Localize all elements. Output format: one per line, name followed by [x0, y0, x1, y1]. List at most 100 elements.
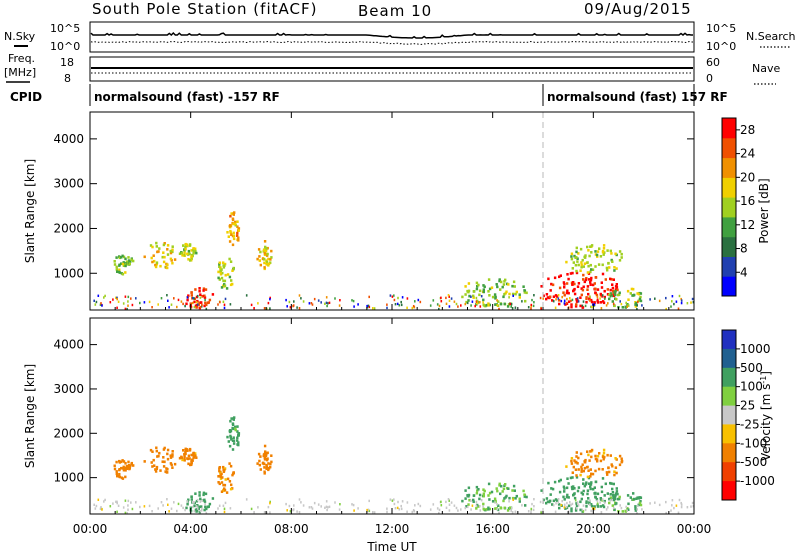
cpid-row: CPID normalsound (fast) -157 RF normalsou…: [10, 84, 728, 106]
echo-cell: [614, 288, 618, 291]
ground-scatter-cell: [222, 504, 225, 507]
ground-scatter-cell: [401, 500, 404, 503]
echo-cell: [222, 261, 225, 264]
echo-cell: [613, 470, 616, 473]
echo-cell: [166, 452, 169, 456]
ground-scatter-cell: [205, 511, 208, 515]
echo-cell: [570, 305, 573, 309]
echo-cell: [591, 268, 595, 271]
echo-cell: [225, 491, 229, 494]
ground-scatter-cell: [445, 296, 447, 300]
ground-scatter-cell: [577, 502, 579, 506]
echo-cell: [187, 258, 190, 261]
echo-cell: [220, 268, 223, 271]
ground-scatter-cell: [438, 511, 440, 515]
echo-cell: [574, 263, 578, 267]
echo-cell: [124, 462, 127, 465]
echo-cell: [603, 499, 606, 503]
echo-cell: [490, 286, 494, 289]
ground-scatter-cell: [582, 300, 585, 303]
echo-cell: [505, 486, 509, 490]
echo-cell: [627, 298, 630, 301]
echo-cell: [600, 281, 603, 284]
ground-scatter-cell: [308, 506, 311, 509]
ground-scatter-cell: [127, 300, 129, 303]
echo-cell: [198, 301, 201, 304]
echo-cell: [194, 288, 197, 291]
ground-scatter-cell: [166, 294, 168, 297]
echo-cell: [500, 484, 503, 488]
ground-scatter-cell: [127, 504, 129, 507]
ground-scatter-cell: [474, 304, 476, 308]
velocity-colorbar-tick-3: -25: [740, 417, 760, 431]
ground-scatter-cell: [367, 508, 370, 511]
echo-cell: [518, 296, 521, 299]
echo-cell: [634, 507, 637, 510]
ground-scatter-cell: [560, 503, 563, 507]
ground-scatter-cell: [690, 505, 692, 508]
echo-cell: [192, 249, 195, 252]
ground-scatter-cell: [339, 299, 341, 302]
ground-scatter-cell: [470, 508, 472, 511]
echo-cell: [593, 301, 596, 304]
ground-scatter-cell: [494, 501, 496, 504]
ground-scatter-cell: [180, 504, 183, 507]
echo-cell: [202, 493, 205, 497]
echo-cell: [590, 504, 594, 508]
power-colorbar-swatch: [722, 256, 736, 277]
ground-scatter-cell: [450, 501, 453, 504]
echo-cell: [503, 292, 506, 296]
ground-scatter-cell: [245, 294, 248, 297]
echo-cell: [236, 436, 239, 440]
echo-cell: [589, 487, 592, 491]
echo-cell: [580, 265, 583, 269]
ground-scatter-cell: [584, 508, 587, 512]
ground-scatter-cell: [589, 299, 591, 302]
echo-cell: [166, 448, 170, 452]
echo-cell: [615, 267, 618, 270]
cpid-label: CPID: [10, 90, 42, 104]
ground-scatter-cell: [625, 301, 627, 305]
echo-cell: [194, 492, 197, 495]
ground-scatter-cell: [611, 294, 613, 298]
ground-scatter-cell: [368, 305, 371, 309]
echo-cell: [154, 468, 157, 471]
echo-cell: [118, 268, 121, 272]
echo-cell: [624, 306, 627, 309]
echo-cell: [161, 460, 164, 463]
ground-scatter-cell: [99, 507, 102, 510]
ground-scatter-cell: [308, 302, 311, 305]
echo-cell: [502, 295, 505, 299]
power-colorbar-swatch: [722, 276, 736, 297]
echo-cell: [591, 472, 595, 476]
velocity-colorbar-swatch: [722, 481, 736, 501]
echo-cell: [227, 440, 230, 443]
echo-cell: [194, 249, 197, 253]
ground-scatter-cell: [373, 511, 376, 514]
echo-cell: [223, 279, 227, 283]
velocity-colorbar-tick-0: -1000: [740, 474, 775, 488]
echo-cell: [222, 266, 226, 269]
echo-cell: [594, 480, 598, 484]
echo-cell: [151, 465, 154, 468]
echo-cell: [634, 303, 637, 306]
echo-cell: [614, 293, 617, 297]
ground-scatter-cell: [104, 498, 106, 502]
echo-cell: [187, 454, 191, 458]
echo-cell: [482, 507, 485, 511]
echo-cell: [127, 256, 130, 259]
ground-scatter-cell: [567, 510, 570, 513]
echo-cell: [588, 254, 591, 258]
echo-cell: [575, 246, 578, 250]
echo-cell: [574, 461, 577, 464]
ground-scatter-cell: [619, 504, 621, 507]
echo-cell: [163, 446, 166, 450]
echo-cell: [155, 467, 158, 470]
echo-cell: [187, 462, 190, 466]
ground-scatter-cell: [563, 302, 566, 305]
ground-scatter-cell: [521, 504, 523, 507]
ground-scatter-cell: [193, 305, 196, 309]
echo-cell: [487, 304, 490, 307]
echo-cell: [627, 508, 630, 511]
ground-scatter-cell: [115, 500, 117, 503]
